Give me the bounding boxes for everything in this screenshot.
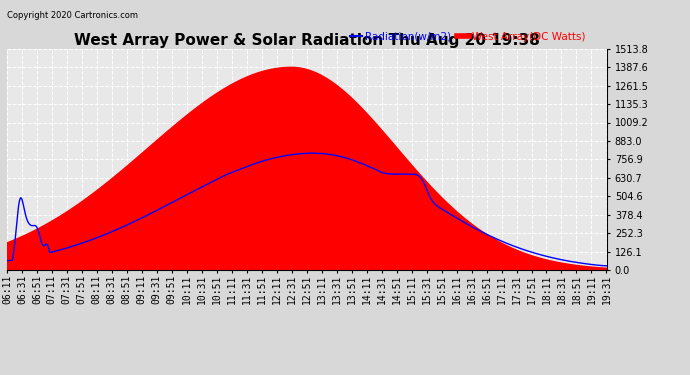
- Text: Copyright 2020 Cartronics.com: Copyright 2020 Cartronics.com: [7, 11, 138, 20]
- Title: West Array Power & Solar Radiation Thu Aug 20 19:38: West Array Power & Solar Radiation Thu A…: [74, 33, 540, 48]
- Legend: Radiation(w/m2), West Array(DC Watts): Radiation(w/m2), West Array(DC Watts): [346, 27, 590, 46]
